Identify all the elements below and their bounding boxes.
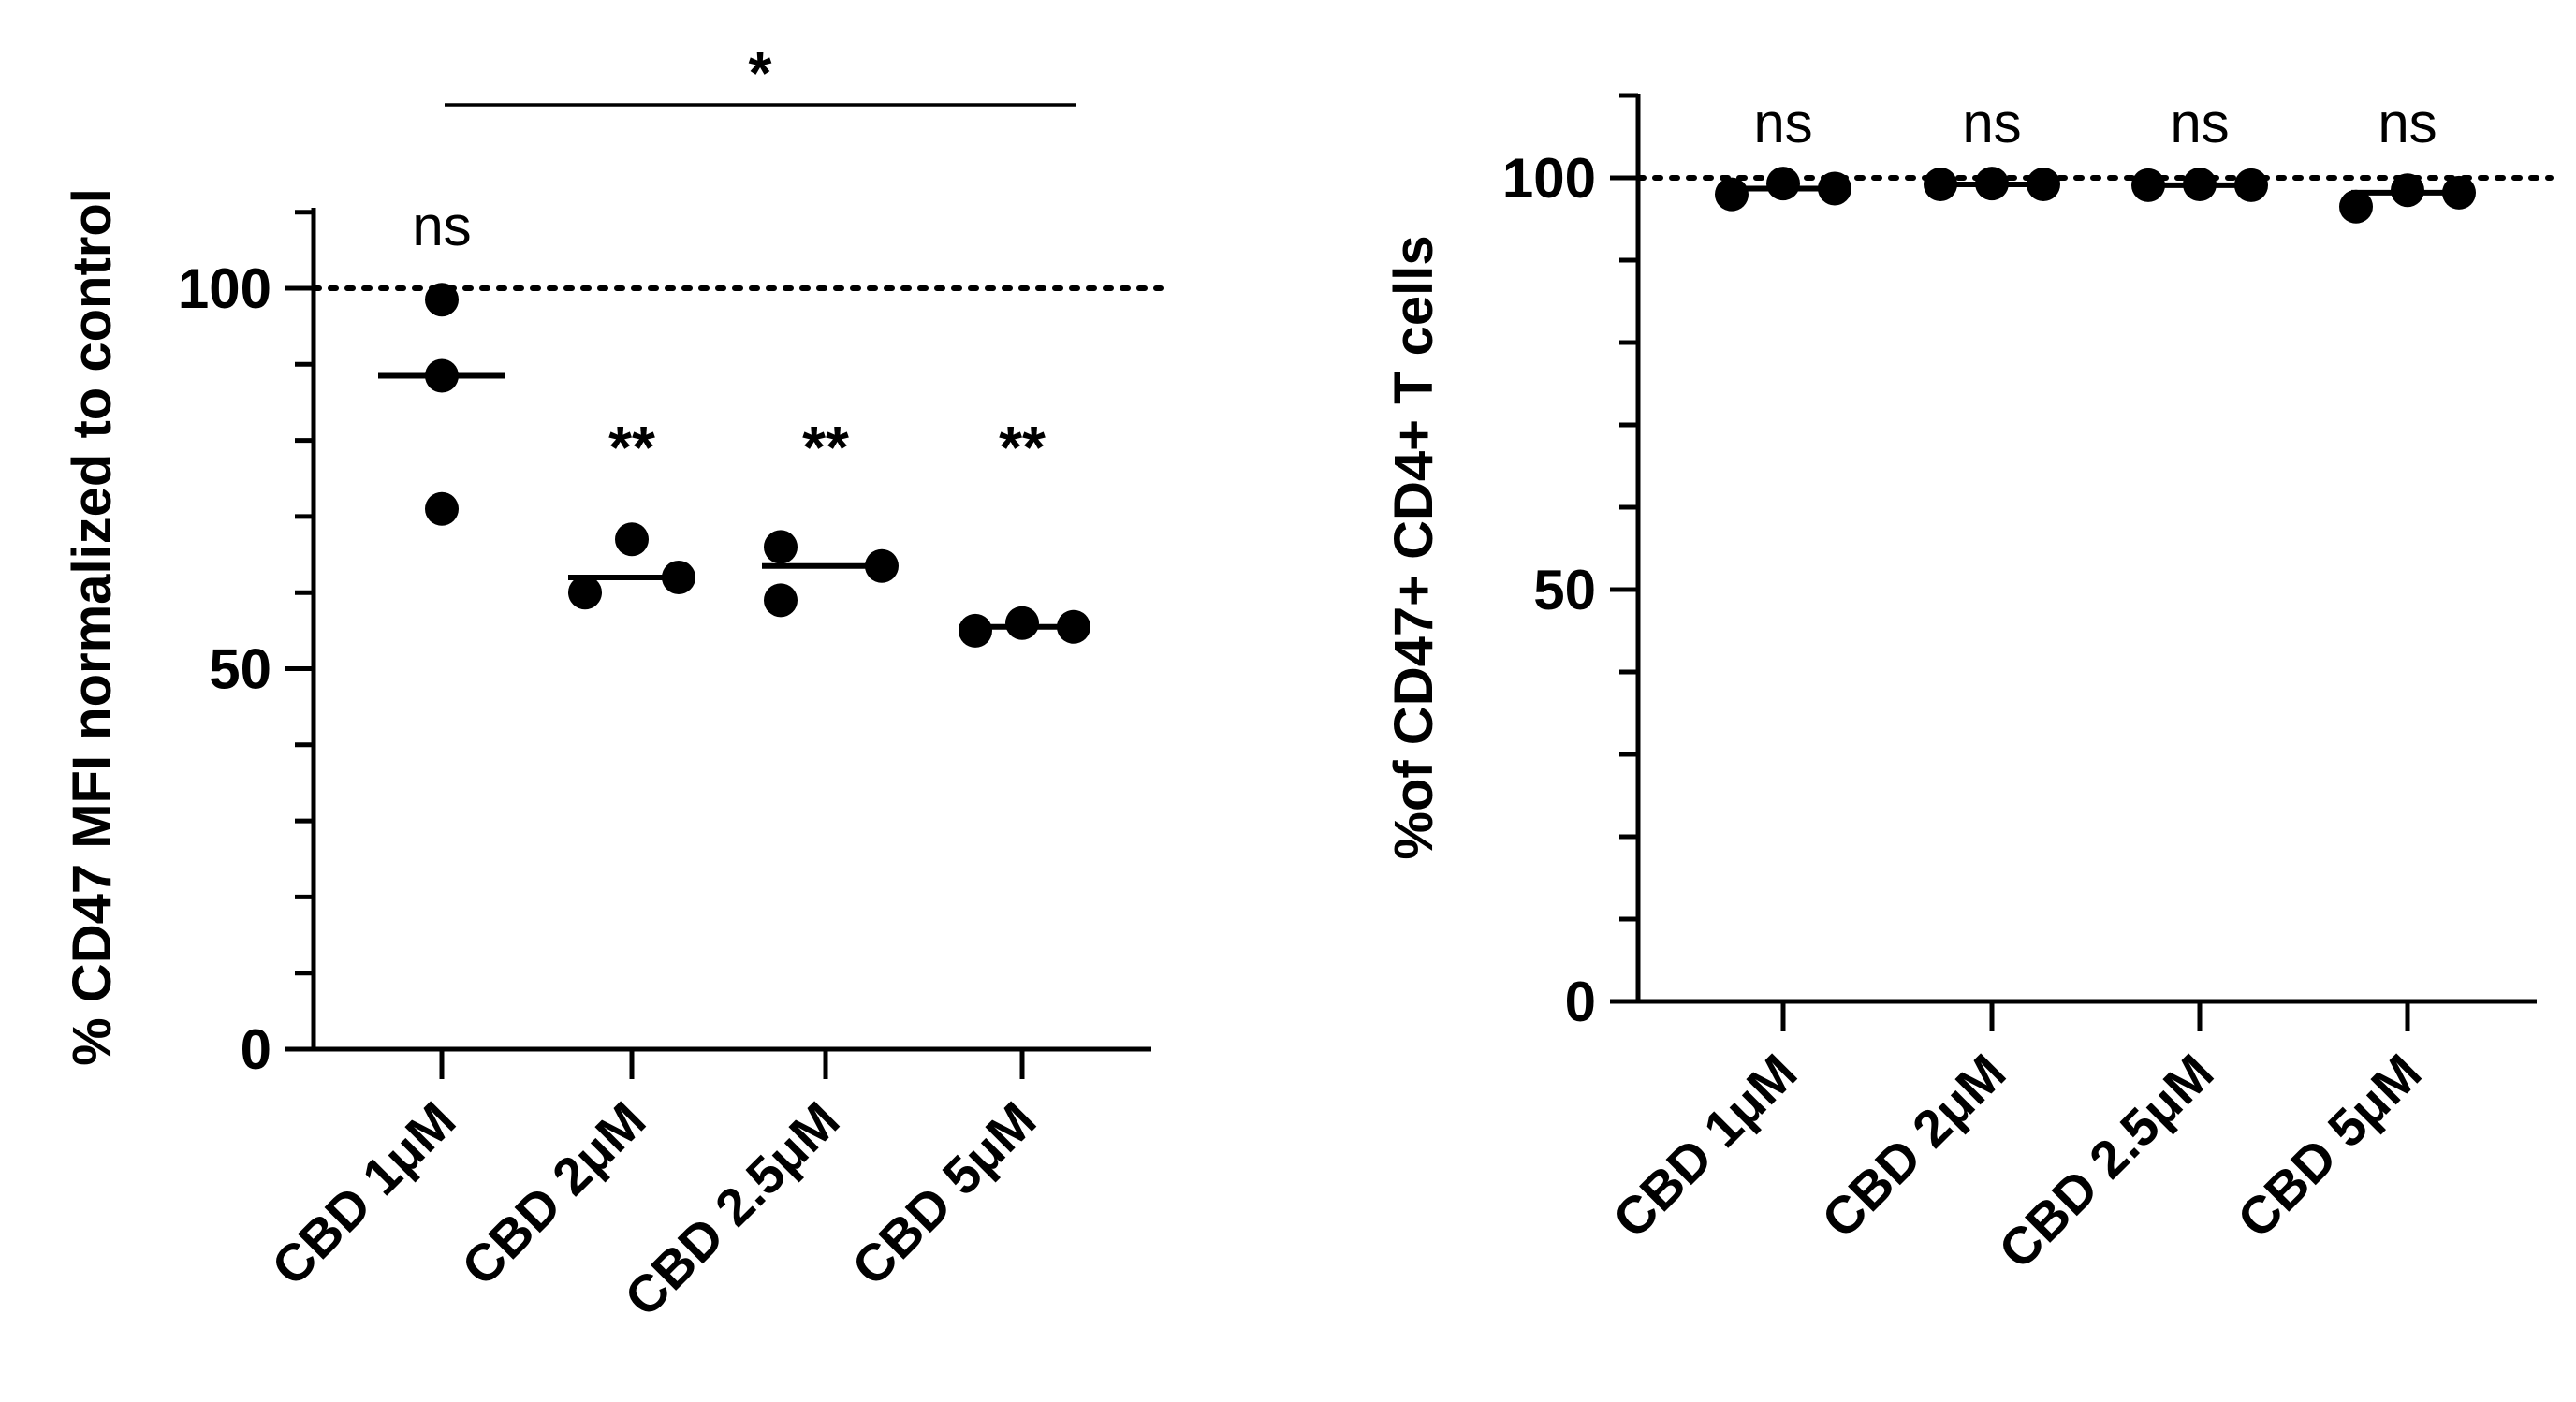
data-point: [2183, 168, 2217, 202]
data-point: [568, 576, 602, 610]
data-point: [2339, 189, 2373, 224]
significance-bracket: *: [445, 39, 1076, 107]
bracket-label: *: [749, 39, 772, 107]
data-point: [2131, 168, 2165, 202]
data-point: [2027, 168, 2060, 202]
plot-area: [1635, 167, 2554, 224]
chart-cd47-percent: %of CD47+ CD4+ T cells 0 50 100 ns ns ns ns C…: [1383, 92, 2554, 1280]
y-tick-label: 0: [1565, 971, 1596, 1033]
data-point: [1766, 167, 1800, 201]
data-point: [425, 491, 459, 526]
x-axis-ticks: [1780, 1001, 2410, 1031]
chart-cd47-mfi: % CD47 MFI normalized to control 050100 …: [62, 39, 1164, 1328]
x-category-label: CBD 5μM: [841, 1090, 1047, 1297]
significance-labels: ns ns ns ns: [1753, 92, 2437, 154]
x-axis-ticks: [439, 1049, 1025, 1079]
significance-ns: ns: [412, 195, 471, 257]
significance-labels: ns ** ** **: [412, 195, 1046, 481]
data-point: [764, 530, 798, 564]
significance-ns: ns: [1962, 92, 2021, 154]
data-point: [764, 583, 798, 618]
y-tick-label: 0: [241, 1018, 271, 1081]
x-category-label: CBD 1μM: [1602, 1043, 1808, 1249]
y-axis-ticks: 0 50 100: [1502, 93, 1638, 1033]
y-tick-label: 50: [1533, 559, 1596, 621]
x-category-label: CBD 5μM: [2226, 1043, 2433, 1249]
data-point: [2391, 173, 2424, 208]
data-point: [1975, 167, 2009, 201]
plot-area: [311, 283, 1164, 648]
data-point: [1818, 171, 1852, 206]
significance-ns: ns: [1753, 92, 1812, 154]
significance-ns: ns: [2170, 92, 2229, 154]
data-point: [425, 283, 459, 317]
y-tick-label: 100: [1502, 147, 1596, 210]
y-tick-label: 50: [209, 638, 271, 701]
data-point: [2234, 168, 2268, 202]
significance-stars: **: [802, 414, 849, 481]
data-point: [615, 522, 649, 557]
x-category-label: CBD 2.5μM: [1987, 1043, 2225, 1280]
y-axis-title: % CD47 MFI normalized to control: [62, 188, 123, 1066]
data-point: [959, 613, 992, 648]
significance-ns: ns: [2378, 92, 2437, 154]
x-category-label: CBD 2μM: [1810, 1043, 2017, 1249]
y-tick-label: 100: [178, 257, 271, 320]
data-point: [425, 358, 459, 393]
y-axis-title: %of CD47+ CD4+ T cells: [1383, 235, 1444, 859]
significance-stars: **: [999, 414, 1046, 481]
x-category-label: CBD 1μM: [260, 1090, 467, 1297]
data-point: [1057, 609, 1090, 644]
data-point: [1924, 168, 1957, 202]
significance-stars: **: [608, 414, 655, 481]
data-point: [1005, 606, 1039, 640]
data-point: [2442, 175, 2476, 210]
y-axis-ticks: 0 50 100: [178, 210, 314, 1081]
x-category-label: CBD 2μM: [450, 1090, 657, 1297]
data-point: [1715, 177, 1749, 212]
data-point: [662, 560, 695, 594]
data-point: [865, 548, 899, 583]
